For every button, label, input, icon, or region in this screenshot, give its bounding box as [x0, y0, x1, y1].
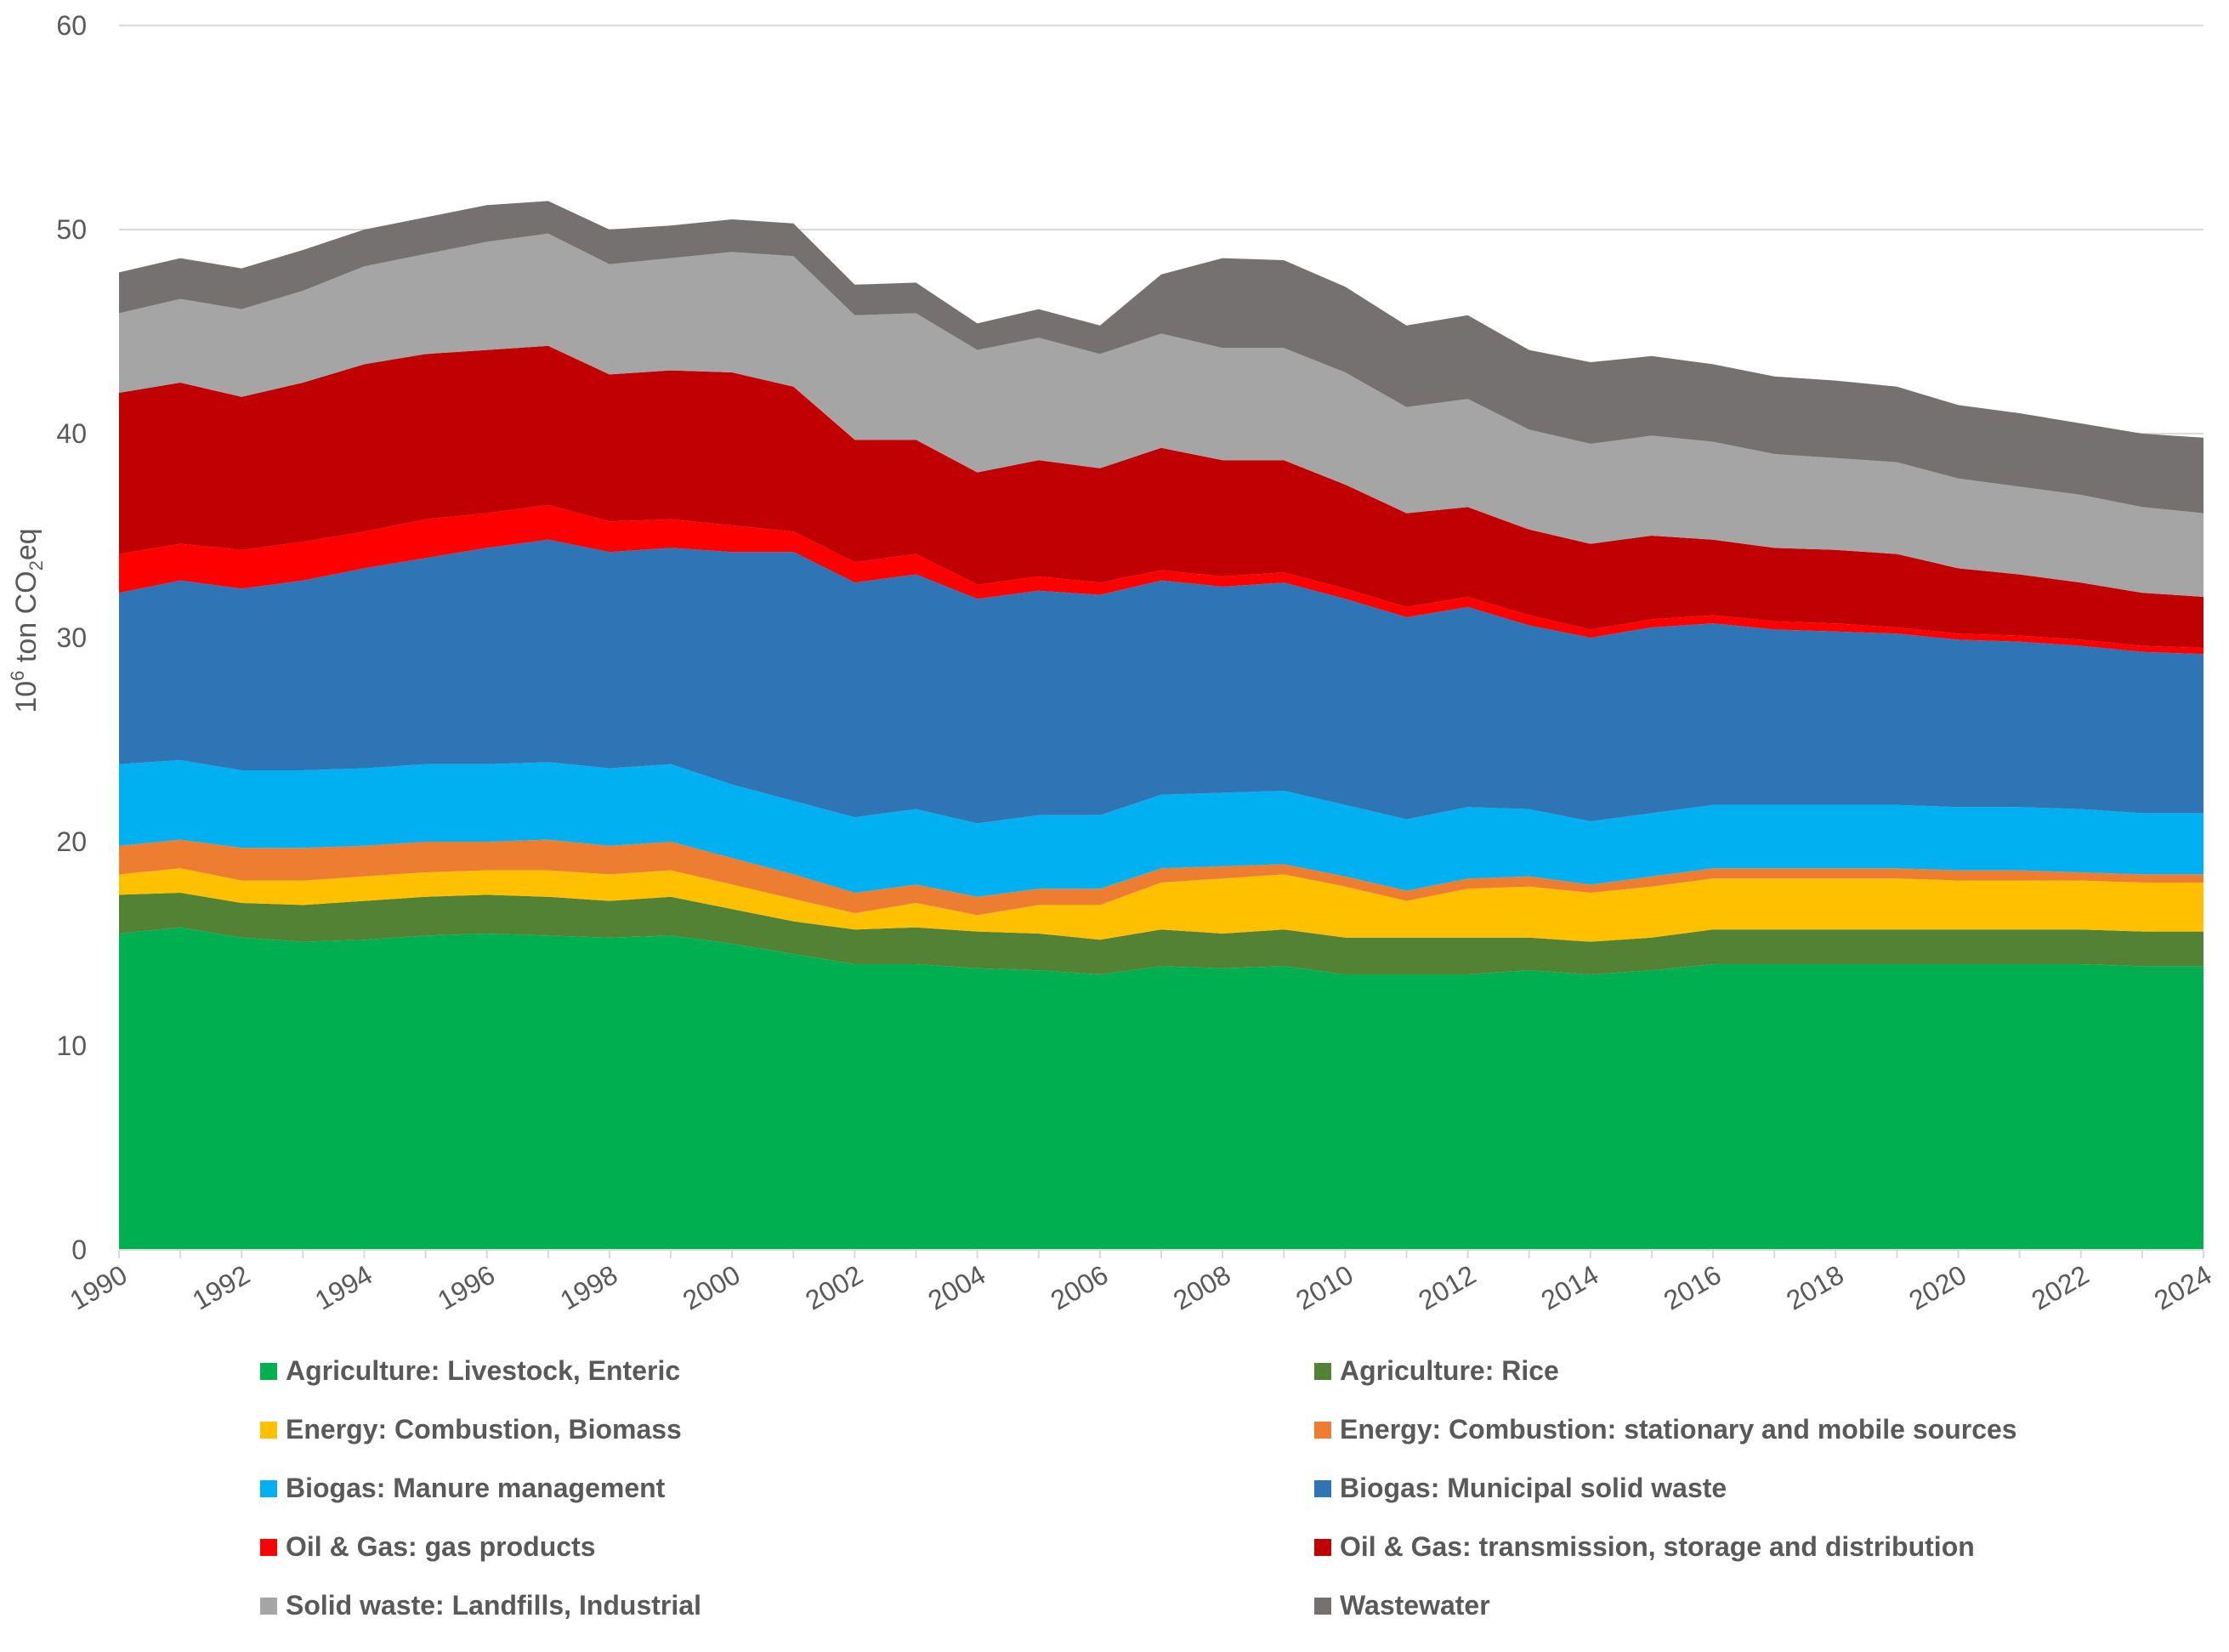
- x-axis: 1990 1992 1994 1996 1998 2000 2002 2004 2006 2008…: [65, 1249, 2217, 1316]
- y-axis: 0 10 20 30 40 50 60: [56, 10, 87, 1265]
- x-tick-label: 1994: [309, 1259, 377, 1316]
- area-series-9: [119, 233, 2203, 597]
- y-axis-label: 106 ton CO2eq: [7, 528, 47, 712]
- x-tick-label: 2002: [800, 1259, 868, 1316]
- x-tick-label: 2024: [2149, 1259, 2217, 1316]
- area-series-5: [119, 760, 2203, 897]
- x-tick-label: 1992: [187, 1259, 255, 1316]
- y-tick-label: 0: [71, 1235, 87, 1265]
- x-tick-label: 2008: [1168, 1259, 1236, 1316]
- x-tick-label: 2012: [1413, 1259, 1481, 1316]
- y-tick-label: 60: [56, 10, 87, 41]
- x-tick-label: 2016: [1659, 1259, 1727, 1316]
- area-series-10: [119, 201, 2203, 514]
- y-tick-label: 50: [56, 214, 87, 245]
- y-tick-label: 40: [56, 418, 87, 449]
- x-tick-label: 2022: [2027, 1259, 2095, 1316]
- area-series-8: [119, 345, 2203, 648]
- area-series-3: [119, 868, 2203, 942]
- area-series-6: [119, 539, 2203, 824]
- area-series-group: [119, 201, 2203, 1250]
- area-series-2: [119, 893, 2203, 974]
- x-tick-label: 2020: [1903, 1259, 1971, 1316]
- x-tick-label: 2004: [922, 1259, 990, 1316]
- x-tick-label: 1996: [433, 1259, 501, 1316]
- x-tick-label: 1998: [555, 1259, 623, 1316]
- area-series-7: [119, 505, 2203, 655]
- x-tick-label: 2006: [1046, 1259, 1114, 1316]
- x-tick-label: 2014: [1536, 1259, 1604, 1316]
- area-series-1: [119, 927, 2203, 1250]
- x-tick-label: 1990: [65, 1259, 133, 1316]
- x-tick-label: 2010: [1290, 1259, 1358, 1316]
- x-tick-label: 2000: [678, 1259, 746, 1316]
- y-tick-label: 10: [56, 1030, 87, 1061]
- y-tick-label: 20: [56, 826, 87, 857]
- area-series-4: [119, 839, 2203, 916]
- y-tick-label: 30: [56, 622, 87, 653]
- x-tick-label: 2018: [1781, 1259, 1849, 1316]
